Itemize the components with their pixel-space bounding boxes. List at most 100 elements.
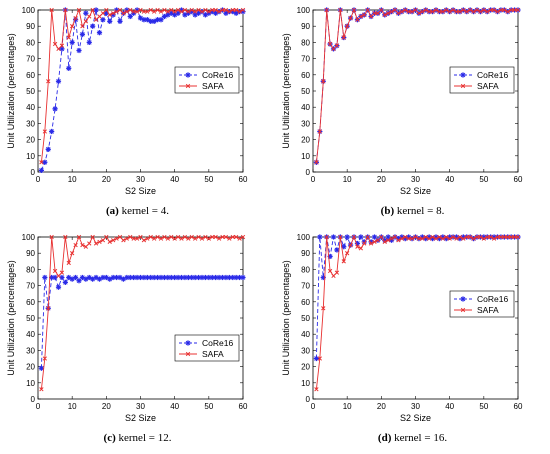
y-tick-label: 100 — [22, 6, 36, 15]
y-axis-label: Unit Utilization (percentages) — [281, 33, 291, 149]
y-tick-label: 40 — [301, 103, 310, 112]
data-point — [56, 273, 61, 279]
x-tick-label: 10 — [343, 175, 352, 184]
data-point — [42, 356, 47, 361]
data-point — [314, 160, 319, 165]
x-tick-label: 50 — [479, 402, 488, 411]
data-point — [175, 7, 181, 13]
data-point — [485, 9, 490, 14]
legend-entry: SAFA — [202, 349, 224, 359]
caption-a: (a) kernel = 4. — [0, 205, 275, 217]
x-tick-label: 40 — [445, 175, 454, 184]
data-point — [454, 236, 459, 241]
data-point — [413, 234, 418, 240]
data-point — [72, 274, 79, 281]
legend-marker — [185, 83, 191, 89]
data-point — [358, 246, 363, 251]
data-point — [59, 270, 65, 275]
caption-c-text: kernel = 12. — [118, 432, 172, 444]
data-point — [148, 234, 153, 240]
data-point — [392, 234, 398, 240]
data-point — [90, 23, 96, 29]
data-point — [52, 106, 58, 112]
data-point — [444, 7, 449, 13]
data-point — [138, 7, 143, 13]
data-point — [457, 234, 463, 240]
data-point — [42, 129, 47, 134]
y-tick-label: 60 — [26, 71, 35, 80]
data-point — [80, 24, 85, 29]
data-point — [362, 241, 367, 246]
data-point — [76, 7, 82, 13]
data-point — [189, 7, 194, 13]
data-point — [392, 7, 398, 13]
data-point — [49, 234, 54, 240]
data-point — [471, 236, 476, 241]
data-point — [512, 234, 517, 240]
series-safa — [39, 234, 246, 392]
data-point — [348, 242, 353, 248]
data-point — [403, 7, 408, 13]
legend-marker — [185, 72, 191, 78]
data-point — [345, 24, 350, 29]
legend-marker — [460, 296, 466, 302]
data-point — [175, 234, 181, 240]
data-point — [172, 9, 177, 14]
data-point — [179, 9, 184, 14]
data-point — [80, 242, 85, 248]
data-point — [141, 274, 147, 281]
data-point — [216, 9, 222, 14]
data-point — [158, 236, 164, 241]
data-point — [372, 239, 377, 245]
data-point — [145, 236, 150, 241]
data-point — [124, 236, 129, 241]
data-point — [365, 234, 370, 240]
data-point — [104, 234, 109, 240]
data-point — [76, 278, 82, 284]
caption-c: (c) kernel = 12. — [0, 432, 275, 444]
data-point — [42, 274, 48, 281]
chart-svg-a: 0 10 20 30 40 50 60 70 80 90 100 0 10 20 30 40 50 60 S2 Si… — [6, 6, 248, 196]
data-point — [341, 244, 347, 250]
data-point — [375, 11, 381, 16]
data-point — [220, 7, 225, 13]
chart-svg-c: 0 10 20 30 40 50 60 70 80 90 100 0 10 20 30 40 50 60 S2 Si… — [6, 233, 248, 423]
legend-marker — [460, 83, 466, 89]
data-point — [158, 17, 164, 23]
x-tick-label: 20 — [377, 402, 386, 411]
data-point — [38, 167, 45, 173]
data-point — [55, 284, 62, 290]
x-tick-label: 30 — [411, 402, 420, 411]
caption-d: (d) kernel = 16. — [275, 432, 550, 444]
data-point — [62, 279, 68, 285]
legend-entry: CoRe16 — [477, 70, 508, 80]
legend-marker — [185, 351, 191, 357]
data-point — [317, 129, 322, 134]
data-point — [87, 14, 92, 19]
data-point — [66, 260, 71, 266]
data-point — [375, 238, 381, 243]
data-point — [240, 274, 246, 281]
data-point — [155, 7, 160, 13]
data-point — [155, 234, 160, 240]
x-tick-label: 50 — [479, 175, 488, 184]
data-point — [100, 11, 106, 16]
data-point — [213, 7, 218, 13]
data-point — [358, 14, 363, 19]
data-point — [389, 236, 394, 241]
data-point — [46, 79, 51, 84]
data-point — [117, 7, 123, 13]
data-point — [104, 7, 109, 13]
data-point — [372, 11, 377, 16]
data-point — [331, 46, 336, 52]
y-tick-label: 20 — [26, 363, 35, 372]
legend-marker — [185, 340, 191, 346]
data-point — [368, 14, 374, 19]
data-point — [66, 65, 72, 71]
data-point — [227, 236, 232, 241]
data-point — [100, 238, 106, 243]
data-point — [76, 47, 82, 54]
x-tick-label: 30 — [136, 402, 145, 411]
data-point — [87, 241, 92, 246]
data-point — [165, 9, 170, 14]
